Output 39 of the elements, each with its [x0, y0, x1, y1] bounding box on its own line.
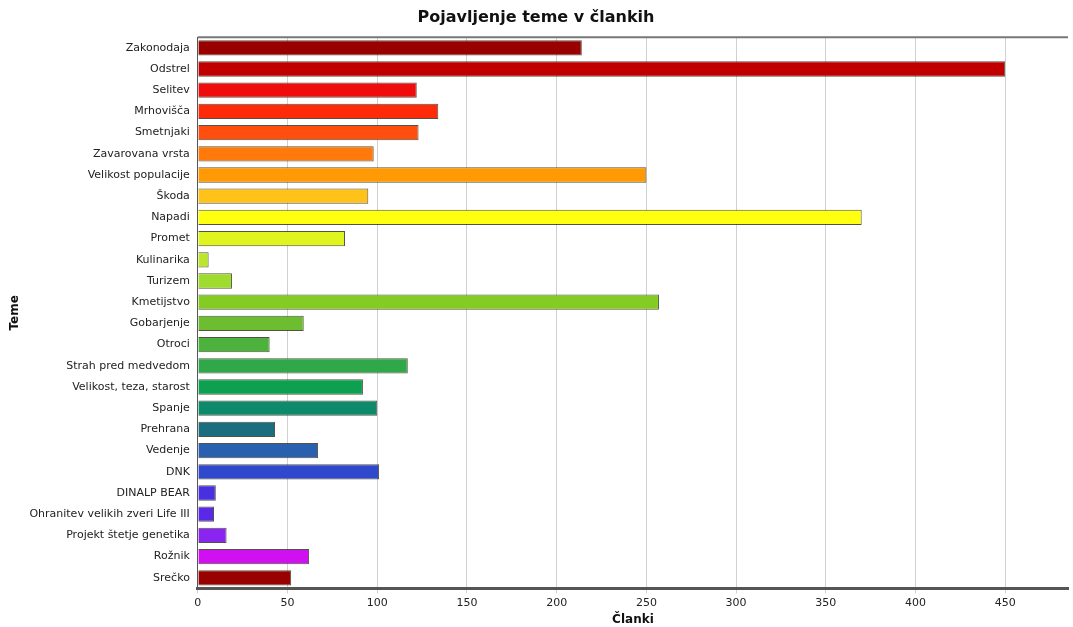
- x-tick-label: 50: [280, 595, 295, 609]
- y-tick-label: Selitev: [152, 83, 191, 97]
- y-tick-label: Velikost populacije: [87, 167, 191, 181]
- y-tick-label: DNK: [165, 464, 191, 478]
- x-tick-label: 300: [725, 595, 747, 609]
- y-tick-label: Turizem: [146, 273, 190, 287]
- x-tick-label: 250: [635, 595, 657, 609]
- y-tick-label: Prehrana: [140, 422, 190, 436]
- x-tick-label: 0: [194, 595, 202, 609]
- x-tick-label: 150: [456, 595, 478, 609]
- y-tick-label: Otroci: [156, 337, 190, 351]
- x-axis-title: Članki: [612, 610, 654, 626]
- y-tick-label: Ohranitev velikih zveri Life III: [29, 507, 190, 521]
- y-tick-label: Mrhovišča: [134, 104, 190, 118]
- y-tick-label: Vedenje: [145, 443, 191, 457]
- y-tick-label: Spanje: [152, 401, 191, 415]
- y-tick-label: Kmetijstvo: [131, 295, 191, 309]
- y-tick-label: Škoda: [156, 189, 190, 203]
- y-tick-label: Srečko: [153, 570, 191, 584]
- x-tick-label: 400: [905, 595, 926, 609]
- y-tick-label: Zakonodaja: [125, 40, 190, 54]
- y-tick-label: DINALP BEAR: [116, 485, 191, 499]
- y-tick-label: Kulinarika: [135, 252, 190, 266]
- x-tick-label: 350: [815, 595, 837, 609]
- y-tick-label: Odstrel: [150, 61, 190, 75]
- y-tick-label: Smetnjaki: [134, 125, 190, 139]
- x-tick-label: 100: [366, 595, 388, 609]
- x-tick-label: 200: [546, 595, 568, 609]
- y-tick-label: Promet: [150, 231, 191, 245]
- y-axis-title: Teme: [7, 295, 22, 331]
- x-tick-label: 450: [994, 595, 1016, 609]
- chart-title: Pojavljenje teme v člankih: [417, 6, 655, 26]
- y-tick-label: Strah pred medvedom: [66, 358, 190, 372]
- y-tick-label: Gobarjenje: [129, 316, 191, 330]
- y-tick-label: Velikost, teza, starost: [72, 379, 191, 393]
- y-tick-label: Projekt štetje genetika: [66, 528, 190, 542]
- y-tick-label: Rožnik: [153, 549, 191, 563]
- y-tick-label: Napadi: [151, 210, 190, 224]
- y-tick-label: Zavarovana vrsta: [93, 146, 190, 160]
